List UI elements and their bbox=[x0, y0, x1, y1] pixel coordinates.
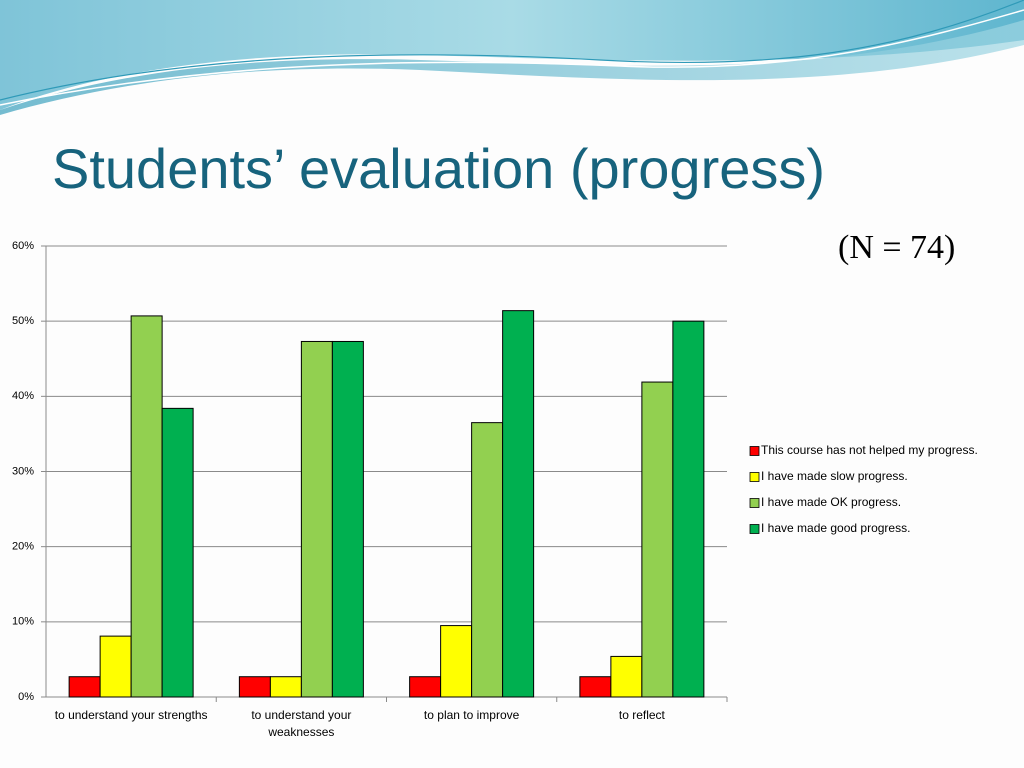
bar bbox=[440, 625, 473, 698]
bar bbox=[161, 407, 194, 698]
chart-title: Students’ evaluation (progress) bbox=[52, 137, 825, 200]
bar bbox=[68, 676, 101, 698]
bar bbox=[641, 381, 674, 698]
annotation: (N = 74) bbox=[838, 229, 955, 266]
y-tick-label: 10% bbox=[12, 616, 34, 628]
y-tick-label: 30% bbox=[12, 465, 34, 477]
bar bbox=[130, 315, 163, 698]
legend-label: I have made OK progress. bbox=[761, 495, 901, 509]
bar bbox=[269, 676, 302, 698]
legend-label: I have made slow progress. bbox=[761, 469, 908, 483]
legend-label: I have made good progress. bbox=[761, 521, 910, 535]
x-tick-label: to understand your weaknesses bbox=[251, 708, 352, 739]
bar bbox=[672, 320, 705, 698]
bar bbox=[331, 340, 364, 698]
bar bbox=[409, 676, 442, 698]
bar bbox=[610, 655, 643, 698]
legend-swatch bbox=[749, 472, 760, 482]
bar bbox=[99, 635, 132, 698]
bar bbox=[579, 676, 612, 698]
x-tick-label: to understand your strengths bbox=[54, 708, 208, 722]
header-decoration bbox=[0, 0, 1024, 115]
legend-swatch bbox=[749, 498, 760, 508]
x-tick-label: to plan to improve bbox=[423, 708, 520, 722]
y-tick-label: 50% bbox=[12, 315, 34, 327]
bar bbox=[471, 422, 504, 698]
bar bbox=[300, 340, 333, 698]
y-tick-label: 20% bbox=[12, 541, 34, 553]
legend-swatch bbox=[749, 446, 760, 456]
y-tick-label: 40% bbox=[12, 390, 34, 402]
legend-swatch bbox=[749, 524, 760, 534]
bar bbox=[238, 676, 271, 698]
x-tick-label: to reflect bbox=[618, 708, 665, 722]
legend-label: This course has not helped my progress. bbox=[761, 443, 978, 457]
y-tick-label: 60% bbox=[12, 240, 34, 252]
y-tick-label: 0% bbox=[18, 691, 34, 703]
bar bbox=[502, 310, 535, 698]
